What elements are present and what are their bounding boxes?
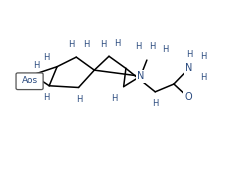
Text: H: H bbox=[114, 39, 121, 48]
Text: H: H bbox=[33, 61, 39, 70]
Text: H: H bbox=[201, 74, 207, 82]
Text: H: H bbox=[162, 45, 169, 54]
Text: H: H bbox=[135, 42, 141, 51]
Text: H: H bbox=[83, 40, 89, 49]
Text: H: H bbox=[43, 53, 49, 62]
Text: H: H bbox=[76, 96, 82, 104]
Text: H: H bbox=[186, 50, 192, 59]
Text: O: O bbox=[184, 92, 192, 102]
Text: H: H bbox=[201, 52, 207, 61]
Text: H: H bbox=[111, 94, 118, 103]
Text: H: H bbox=[68, 40, 74, 49]
Text: H: H bbox=[152, 99, 158, 108]
FancyBboxPatch shape bbox=[16, 73, 43, 90]
Text: Aos: Aos bbox=[22, 76, 38, 85]
Text: H: H bbox=[30, 82, 37, 92]
Text: H: H bbox=[43, 93, 49, 102]
Text: H: H bbox=[100, 40, 106, 49]
Text: N: N bbox=[185, 63, 193, 73]
Text: H: H bbox=[149, 42, 155, 51]
Text: N: N bbox=[137, 71, 144, 81]
